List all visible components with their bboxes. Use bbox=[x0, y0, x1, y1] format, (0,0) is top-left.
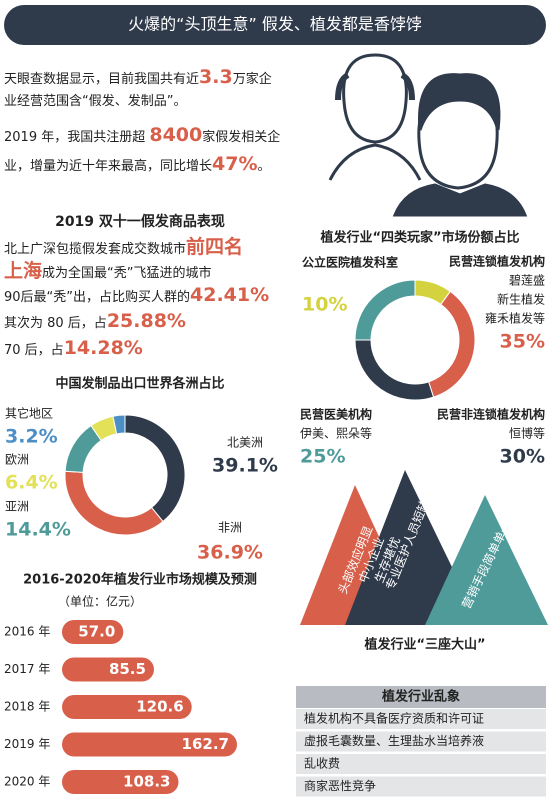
category-note: 碧莲盛 bbox=[509, 273, 545, 288]
text: 70 后，占 bbox=[4, 343, 64, 358]
highlight: 上海 bbox=[4, 260, 43, 282]
value-label: 85.5 bbox=[109, 660, 146, 678]
paragraph: 其次为 80 后，占25.88% bbox=[4, 310, 294, 335]
list-item: 商家恶性竞争 bbox=[304, 778, 376, 793]
value-label: 3.2% bbox=[5, 426, 58, 448]
bar bbox=[62, 695, 192, 719]
category-label: 2016 年 bbox=[4, 625, 50, 639]
header-bar bbox=[4, 5, 546, 45]
value-label: 36.9% bbox=[197, 542, 263, 564]
category-label: 2018 年 bbox=[4, 700, 50, 714]
category-label: 其它地区 bbox=[5, 406, 53, 421]
text: 北上广深包揽假发套成交数城市 bbox=[4, 242, 187, 257]
category-label: 北美洲 bbox=[227, 436, 263, 450]
value-label: 57.0 bbox=[78, 623, 115, 641]
highlight: 42.41% bbox=[190, 284, 270, 306]
category-note: 恒博等 bbox=[509, 426, 545, 441]
heads-illustration bbox=[328, 53, 528, 217]
page-title: 火爆的“头顶生意” 假发、植发都是香饽饽 bbox=[128, 15, 422, 34]
category-label: 民营连锁植发机构 bbox=[449, 254, 545, 269]
chaos-header bbox=[296, 686, 546, 708]
category-note: 伊美、熙朵等 bbox=[300, 427, 372, 441]
category-note: 新生植发 bbox=[497, 292, 545, 307]
list-row bbox=[296, 776, 546, 797]
value-label: 25% bbox=[300, 446, 345, 468]
paragraph: 2019 年，我国共注册超 8400家假发相关企业，增量为近十年来最高，同比增长… bbox=[4, 122, 289, 180]
bar bbox=[62, 657, 154, 682]
category-label: 民营非连锁植发机构 bbox=[437, 407, 545, 422]
text: 90后最“秃”出，占比购买人群的 bbox=[4, 290, 191, 305]
text: 2019 年，我国共注册超 bbox=[4, 130, 150, 145]
value-label: 120.6 bbox=[136, 698, 183, 716]
text: 成为全国最“秃”飞猛进的城市 bbox=[42, 266, 212, 281]
value-label: 108.3 bbox=[123, 773, 170, 791]
category-label: 非洲 bbox=[218, 521, 242, 535]
bar bbox=[62, 620, 124, 644]
value-label: 35% bbox=[500, 331, 545, 353]
mountain bbox=[425, 495, 548, 625]
value-label: 39.1% bbox=[212, 455, 278, 477]
text: 其次为 80 后，占 bbox=[4, 316, 107, 331]
donut-segment bbox=[354, 339, 435, 401]
category-label: 2017 年 bbox=[4, 662, 50, 676]
chaos-title: 植发行业乱象 bbox=[381, 689, 460, 705]
text: 天眼查数据显示，目前我国共有近 bbox=[4, 72, 200, 87]
donut-segment bbox=[124, 414, 186, 523]
paragraph: 90后最“秃”出，占比购买人群的42.41% bbox=[4, 284, 294, 309]
category-label: 公立医院植发科室 bbox=[302, 255, 398, 270]
category-label: 欧洲 bbox=[5, 453, 29, 467]
category-label: 民营医美机构 bbox=[300, 407, 372, 422]
donut-segment bbox=[112, 414, 126, 435]
paragraph: 北上广深包揽假发套成交数城市前四名 bbox=[4, 236, 294, 261]
paragraph: 70 后，占14.28% bbox=[4, 337, 294, 362]
list-row bbox=[296, 754, 546, 774]
text: 。 bbox=[257, 159, 271, 174]
chart-title: 植发行业“四类玩家”市场份额占比 bbox=[319, 230, 519, 246]
donut-segment bbox=[354, 279, 416, 341]
list-row bbox=[296, 731, 546, 752]
paragraph: 天眼查数据显示，目前我国共有近3.3万家企业经营范围含“假发、发制品”。 bbox=[4, 66, 284, 113]
category-label: 亚洲 bbox=[5, 500, 29, 514]
bar bbox=[62, 770, 179, 794]
text: 家假发相关企业，增量为近十年来最高，同比增长 bbox=[4, 130, 281, 174]
chart-subtitle: （单位：亿元） bbox=[58, 594, 142, 609]
highlight: 8400 bbox=[149, 124, 203, 146]
list-item: 乱收费 bbox=[304, 757, 340, 771]
highlight: 3.3 bbox=[199, 66, 233, 88]
value-label: 10% bbox=[302, 294, 347, 316]
value-label: 30% bbox=[500, 446, 545, 468]
donut-segment bbox=[64, 470, 164, 536]
value-label: 14.4% bbox=[5, 519, 71, 541]
list-item: 植发机构不具备医疗资质和许可证 bbox=[304, 711, 484, 726]
highlight: 前四名 bbox=[186, 236, 244, 258]
category-label: 2020 年 bbox=[4, 775, 50, 789]
section-title: 2019 双十一假发商品表现 bbox=[55, 213, 225, 230]
bar bbox=[62, 732, 237, 757]
list-row bbox=[296, 709, 546, 729]
value-label: 6.4% bbox=[5, 472, 58, 494]
value-label: 162.7 bbox=[182, 735, 229, 753]
category-label: 2019 年 bbox=[4, 737, 50, 751]
category-note: 雍禾植发等 bbox=[485, 311, 545, 326]
donut-segment bbox=[427, 290, 476, 398]
highlight: 47% bbox=[212, 153, 258, 175]
highlight: 25.88% bbox=[106, 310, 186, 332]
mountains-title: 植发行业“三座大山” bbox=[363, 637, 485, 653]
paragraph: 上海成为全国最“秃”飞猛进的城市 bbox=[4, 260, 294, 285]
chart-title: 中国发制品出口世界各洲占比 bbox=[55, 376, 224, 392]
chart-title: 2016-2020年植发行业市场规模及预测 bbox=[23, 572, 257, 588]
highlight: 14.28% bbox=[63, 337, 143, 359]
text: 万家企业经营范围含“假发、发制品”。 bbox=[4, 72, 272, 109]
list-item: 虚报毛囊数量、生理盐水当培养液 bbox=[304, 733, 484, 748]
